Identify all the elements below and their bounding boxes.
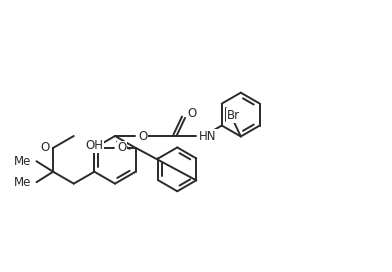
Text: HN: HN <box>200 129 217 143</box>
Text: Me: Me <box>13 176 31 189</box>
Text: Me: Me <box>13 155 31 168</box>
Text: O: O <box>138 129 147 143</box>
Text: Br: Br <box>227 109 240 122</box>
Text: O: O <box>117 141 127 154</box>
Text: O: O <box>40 141 49 154</box>
Text: O: O <box>187 107 197 120</box>
Text: OH: OH <box>85 139 103 152</box>
